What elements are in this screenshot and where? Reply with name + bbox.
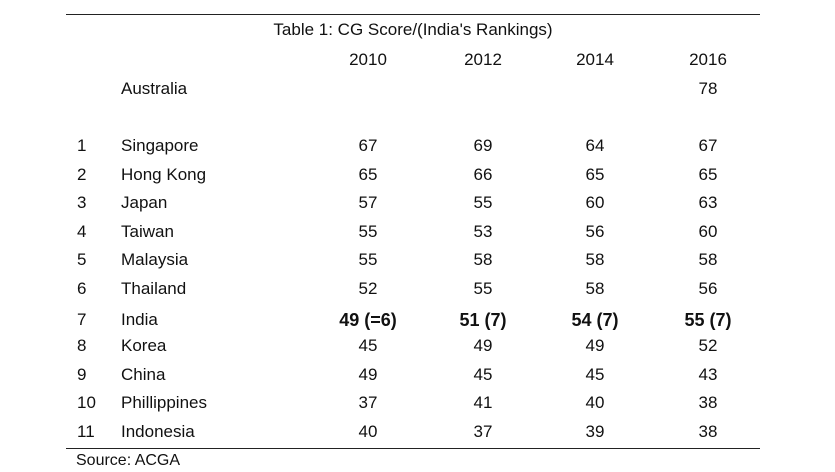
score-cell: 43 [698, 365, 718, 384]
source-note: Source: ACGA [76, 452, 181, 469]
year-header: 2010 [349, 50, 387, 69]
score-cell: 45 [473, 365, 493, 384]
score-cell: 49 [585, 336, 605, 355]
country-name: Thailand [121, 279, 187, 298]
year-header: 2016 [689, 50, 727, 69]
score-cell: 37 [473, 422, 493, 441]
score-cell: 65 [585, 165, 605, 184]
rank-number: 4 [77, 222, 87, 241]
country-name: Hong Kong [121, 165, 207, 184]
score-cell: 45 [585, 365, 605, 384]
score-cell: 51 (7) [459, 310, 507, 330]
score-cell: 55 [358, 222, 378, 241]
score-cell: 56 [698, 279, 718, 298]
bottom-rule [66, 448, 760, 449]
score-cell: 63 [698, 193, 718, 212]
year-header: 2014 [576, 50, 614, 69]
score-cell: 54 (7) [571, 310, 619, 330]
rank-number: 7 [77, 310, 87, 329]
score-cell: 60 [698, 222, 718, 241]
score-cell: 49 (=6) [339, 310, 397, 330]
country-name: Indonesia [121, 422, 195, 441]
score-cell: 40 [585, 393, 605, 412]
score-cell: 58 [585, 250, 605, 269]
score-cell: 55 [358, 250, 378, 269]
score-cell: 40 [358, 422, 378, 441]
rank-number: 11 [77, 422, 95, 441]
score-cell: 49 [358, 365, 378, 384]
rank-number: 6 [77, 279, 87, 298]
country-name: Taiwan [121, 222, 174, 241]
rank-number: 8 [77, 336, 87, 355]
score-cell: 67 [358, 136, 378, 155]
score-cell: 58 [698, 250, 718, 269]
score-cell: 65 [358, 165, 378, 184]
country-name: China [121, 365, 166, 384]
top-rule [66, 14, 760, 15]
score-cell: 55 [473, 193, 493, 212]
rank-number: 5 [77, 250, 87, 269]
score-cell: 49 [473, 336, 493, 355]
year-header: 2012 [464, 50, 502, 69]
country-name: Australia [121, 79, 188, 98]
rank-number: 9 [77, 365, 87, 384]
country-name: Malaysia [121, 250, 189, 269]
score-cell: 55 [473, 279, 493, 298]
score-cell: 55 (7) [684, 310, 732, 330]
score-cell: 56 [585, 222, 605, 241]
score-cell: 52 [698, 336, 718, 355]
rank-number: 3 [77, 193, 87, 212]
score-cell: 38 [698, 422, 718, 441]
rank-number: 10 [77, 393, 96, 412]
score-cell: 41 [473, 393, 493, 412]
country-name: Phillippines [121, 393, 207, 412]
score-cell: 60 [585, 193, 605, 212]
country-name: India [121, 310, 158, 329]
score-cell: 64 [585, 136, 605, 155]
score-cell: 66 [473, 165, 493, 184]
score-cell: 52 [358, 279, 378, 298]
score-cell: 37 [358, 393, 378, 412]
score-cell: 67 [698, 136, 718, 155]
country-name: Singapore [121, 136, 199, 155]
score-cell: 58 [473, 250, 493, 269]
score-cell: 58 [585, 279, 605, 298]
score-cell: 57 [358, 193, 378, 212]
rank-number: 1 [77, 136, 87, 155]
country-name: Korea [121, 336, 167, 355]
score-cell: 65 [698, 165, 718, 184]
score-cell: 78 [698, 79, 718, 98]
table-title: Table 1: CG Score/(India's Rankings) [273, 20, 553, 39]
country-name: Japan [121, 193, 168, 212]
score-cell: 69 [473, 136, 493, 155]
score-cell: 38 [698, 393, 718, 412]
score-cell: 45 [358, 336, 378, 355]
score-cell: 53 [473, 222, 493, 241]
rank-number: 2 [77, 165, 87, 184]
score-cell: 39 [585, 422, 605, 441]
